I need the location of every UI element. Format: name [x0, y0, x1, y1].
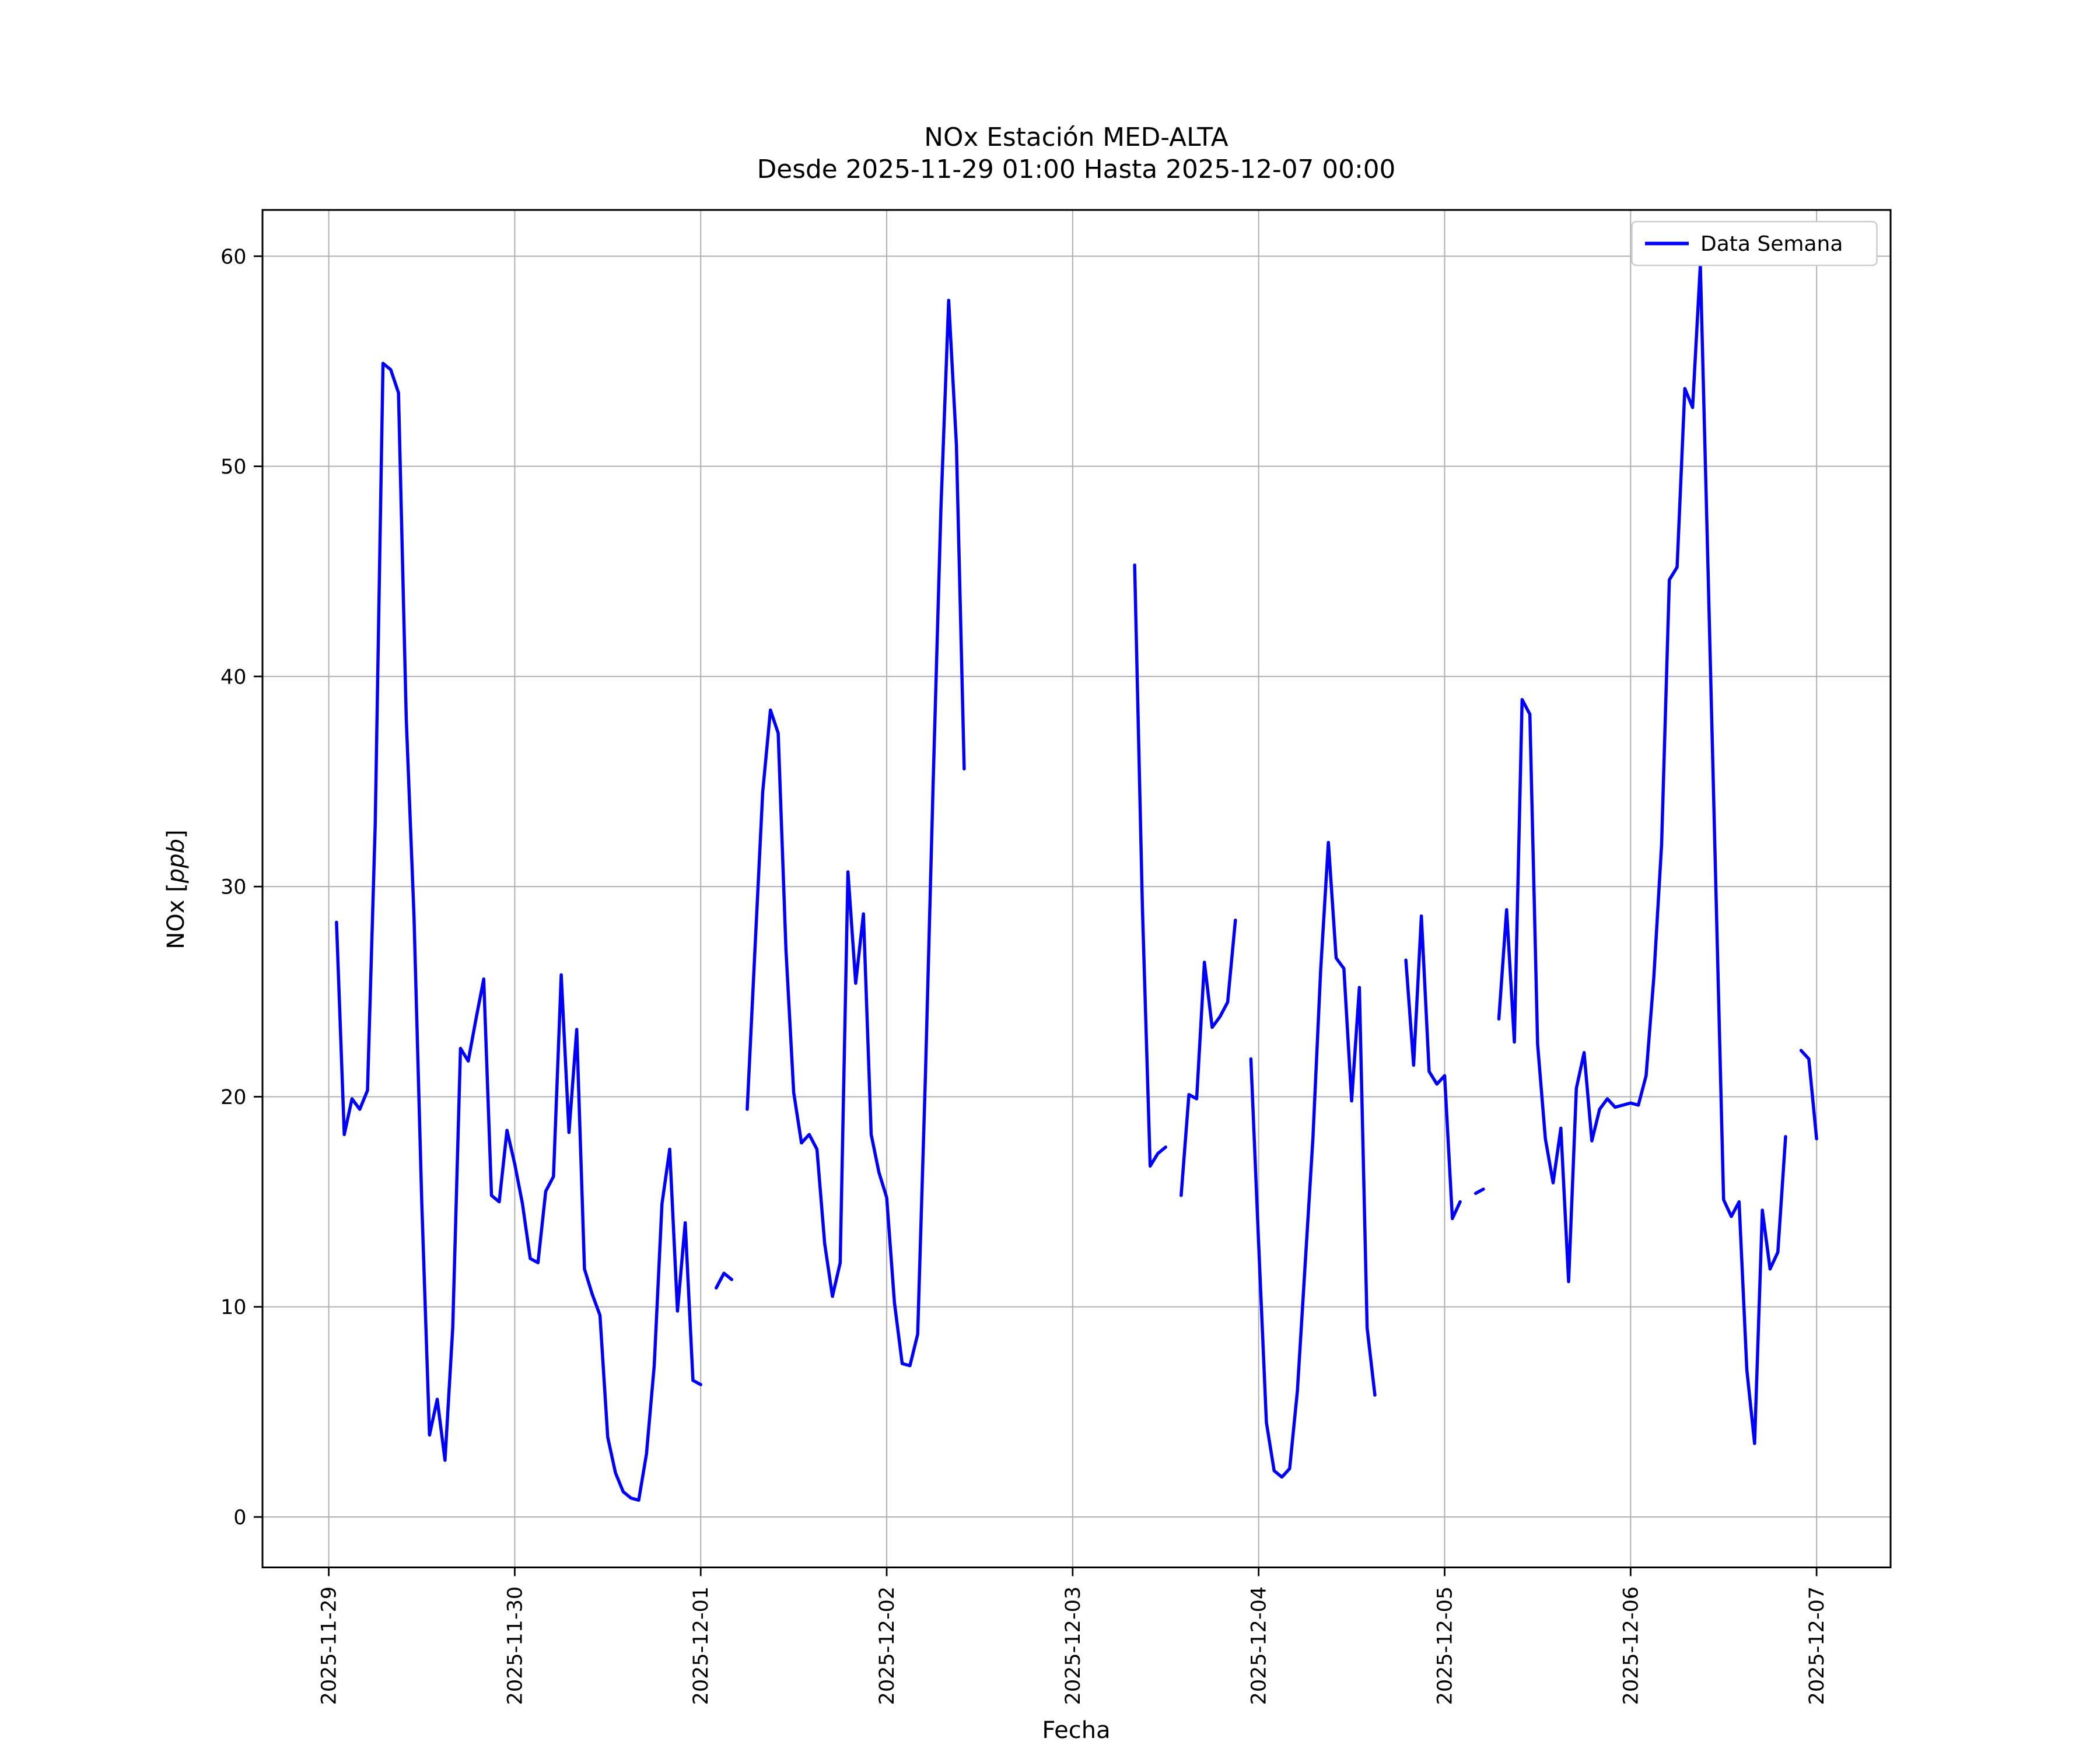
y-tick-label: 60 — [220, 246, 247, 269]
data-semana-line — [335, 262, 1818, 1502]
x-tick-label: 2025-12-06 — [1619, 1586, 1643, 1705]
x-tick-label: 2025-11-30 — [503, 1586, 527, 1705]
y-axis-label: NOx [ppb] — [163, 829, 190, 949]
y-tick-label: 30 — [220, 876, 247, 899]
x-tick-label: 2025-12-01 — [690, 1586, 713, 1705]
series-line-layer — [335, 262, 1818, 1502]
plot-frame — [261, 209, 1892, 1568]
y-tick-label: 0 — [233, 1506, 246, 1530]
y-tick-label: 40 — [220, 665, 247, 689]
x-axis-label: Fecha — [1042, 1717, 1110, 1744]
grid-layer — [262, 210, 1891, 1568]
y-tick-label: 50 — [220, 455, 247, 479]
x-tick-label: 2025-12-05 — [1433, 1586, 1457, 1705]
x-tick-label: 2025-12-07 — [1805, 1586, 1829, 1705]
legend-box — [1631, 220, 1878, 267]
chart-subtitle: Desde 2025-11-29 01:00 Hasta 2025-12-07 … — [757, 155, 1396, 184]
chart-title: NOx Estación MED-ALTA — [924, 122, 1228, 152]
y-axis-label-prefix: NOx [ — [163, 883, 190, 949]
legend-label: Data Semana — [1700, 232, 1843, 256]
y-tick-label: 10 — [220, 1296, 247, 1319]
x-tick-label: 2025-11-29 — [318, 1586, 341, 1705]
x-tick-label: 2025-12-02 — [876, 1586, 899, 1705]
y-axis-label-unit: ppb — [163, 839, 190, 884]
y-axis-label-suffix: ] — [163, 829, 190, 839]
ticks-layer: 2025-11-29 2025-11-30 2025-12-01 2025-12-02… — [220, 246, 1829, 1705]
y-tick-label: 20 — [220, 1086, 247, 1109]
x-tick-label: 2025-12-04 — [1248, 1586, 1271, 1705]
legend: Data Semana — [1631, 220, 1878, 267]
axes-layer — [261, 209, 1892, 1568]
x-tick-label: 2025-12-03 — [1062, 1586, 1085, 1705]
